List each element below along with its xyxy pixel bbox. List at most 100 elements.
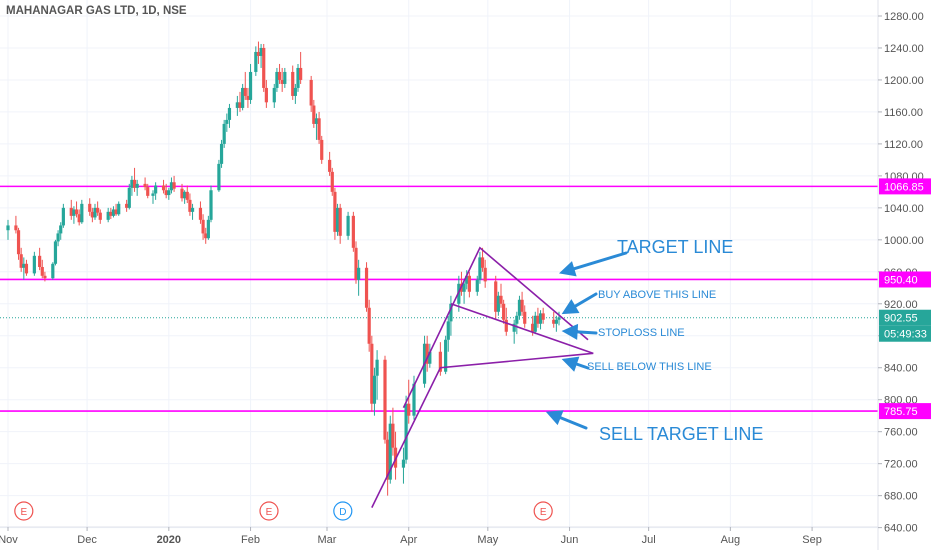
candle-body[interactable] xyxy=(204,233,208,239)
candle[interactable] xyxy=(88,198,92,216)
candle-body[interactable] xyxy=(280,79,284,84)
candle-body[interactable] xyxy=(209,190,213,220)
candle-body[interactable] xyxy=(520,299,524,312)
candle[interactable] xyxy=(219,139,224,168)
candle-body[interactable] xyxy=(438,351,442,372)
candle-body[interactable] xyxy=(90,211,94,218)
candle[interactable] xyxy=(312,99,316,128)
candle-body[interactable] xyxy=(161,185,166,191)
candle-body[interactable] xyxy=(106,211,110,220)
candle-body[interactable] xyxy=(206,219,210,239)
candle[interactable] xyxy=(465,270,469,290)
candle-body[interactable] xyxy=(293,87,297,96)
candle-body[interactable] xyxy=(277,71,282,80)
candle[interactable] xyxy=(483,259,487,288)
candle[interactable] xyxy=(354,241,358,284)
candle[interactable] xyxy=(254,46,258,76)
candle[interactable] xyxy=(225,113,229,132)
candle[interactable] xyxy=(330,167,334,196)
earnings-event-marker[interactable]: E xyxy=(533,501,553,521)
candle-body[interactable] xyxy=(132,179,137,188)
candle[interactable] xyxy=(109,207,113,220)
earnings-event-marker[interactable]: E xyxy=(14,501,34,521)
pattern-line[interactable] xyxy=(371,352,594,508)
candle-body[interactable] xyxy=(333,191,337,232)
candle[interactable] xyxy=(293,83,297,104)
candle[interactable] xyxy=(77,209,81,226)
candle-body[interactable] xyxy=(370,343,374,404)
candle[interactable] xyxy=(475,275,479,296)
candle-body[interactable] xyxy=(496,295,500,312)
candle-body[interactable] xyxy=(367,307,371,344)
candle[interactable] xyxy=(24,259,29,276)
candle-body[interactable] xyxy=(357,267,361,280)
candle-body[interactable] xyxy=(241,87,245,108)
candle[interactable] xyxy=(283,67,287,88)
candle-body[interactable] xyxy=(188,199,192,212)
event-circle[interactable] xyxy=(259,501,279,521)
candle[interactable] xyxy=(143,177,147,191)
candle[interactable] xyxy=(241,83,245,111)
candle[interactable] xyxy=(117,201,121,216)
event-circle[interactable] xyxy=(533,501,553,521)
candle-body[interactable] xyxy=(557,317,561,320)
candle[interactable] xyxy=(370,335,374,412)
candle[interactable] xyxy=(130,175,134,196)
candle[interactable] xyxy=(227,103,232,128)
candle-body[interactable] xyxy=(446,321,450,340)
candle[interactable] xyxy=(51,262,55,280)
candle[interactable] xyxy=(317,111,321,144)
candle[interactable] xyxy=(169,177,174,194)
candle-body[interactable] xyxy=(517,299,522,316)
candle-body[interactable] xyxy=(69,207,73,216)
candle-body[interactable] xyxy=(185,191,189,200)
candle-body[interactable] xyxy=(127,187,131,208)
candle-body[interactable] xyxy=(296,67,300,88)
candle[interactable] xyxy=(154,182,158,200)
candle[interactable] xyxy=(444,335,448,375)
candle[interactable] xyxy=(206,215,210,240)
candle[interactable] xyxy=(280,67,284,92)
annotation[interactable]: BUY ABOVE THIS LINE xyxy=(561,289,717,315)
candle-body[interactable] xyxy=(114,209,118,215)
candle-body[interactable] xyxy=(143,183,147,188)
candle[interactable] xyxy=(554,315,558,332)
candle-body[interactable] xyxy=(372,375,377,404)
candle-body[interactable] xyxy=(480,257,485,268)
candle[interactable] xyxy=(96,201,100,216)
candle-body[interactable] xyxy=(383,359,387,440)
candle[interactable] xyxy=(386,431,390,496)
candle-body[interactable] xyxy=(43,275,47,279)
candle-body[interactable] xyxy=(404,403,408,460)
candle[interactable] xyxy=(190,203,195,220)
candle[interactable] xyxy=(496,291,500,316)
candle-body[interactable] xyxy=(444,339,448,372)
candle[interactable] xyxy=(517,295,522,320)
candle[interactable] xyxy=(446,315,450,352)
candle-body[interactable] xyxy=(59,225,63,234)
candle[interactable] xyxy=(504,307,508,336)
candle[interactable] xyxy=(262,43,266,92)
candle-body[interactable] xyxy=(346,215,350,236)
candle[interactable] xyxy=(291,65,295,100)
candle[interactable] xyxy=(407,379,411,424)
candle-body[interactable] xyxy=(225,119,229,124)
candle[interactable] xyxy=(14,215,18,234)
candle-body[interactable] xyxy=(222,123,226,144)
candle-body[interactable] xyxy=(351,215,355,248)
candle[interactable] xyxy=(438,342,442,376)
candle[interactable] xyxy=(320,135,324,164)
candle-body[interactable] xyxy=(523,311,527,324)
candle-body[interactable] xyxy=(299,67,303,80)
candle[interactable] xyxy=(277,63,282,84)
annotation[interactable]: SELL TARGET LINE xyxy=(545,410,764,444)
candle-body[interactable] xyxy=(515,315,519,324)
candle[interactable] xyxy=(185,185,189,204)
candle-body[interactable] xyxy=(272,87,276,103)
candle-body[interactable] xyxy=(259,47,263,56)
candle[interactable] xyxy=(512,319,516,344)
candle[interactable] xyxy=(264,79,268,108)
candle-body[interactable] xyxy=(312,105,316,124)
candle[interactable] xyxy=(296,63,300,92)
candle-body[interactable] xyxy=(53,241,58,264)
